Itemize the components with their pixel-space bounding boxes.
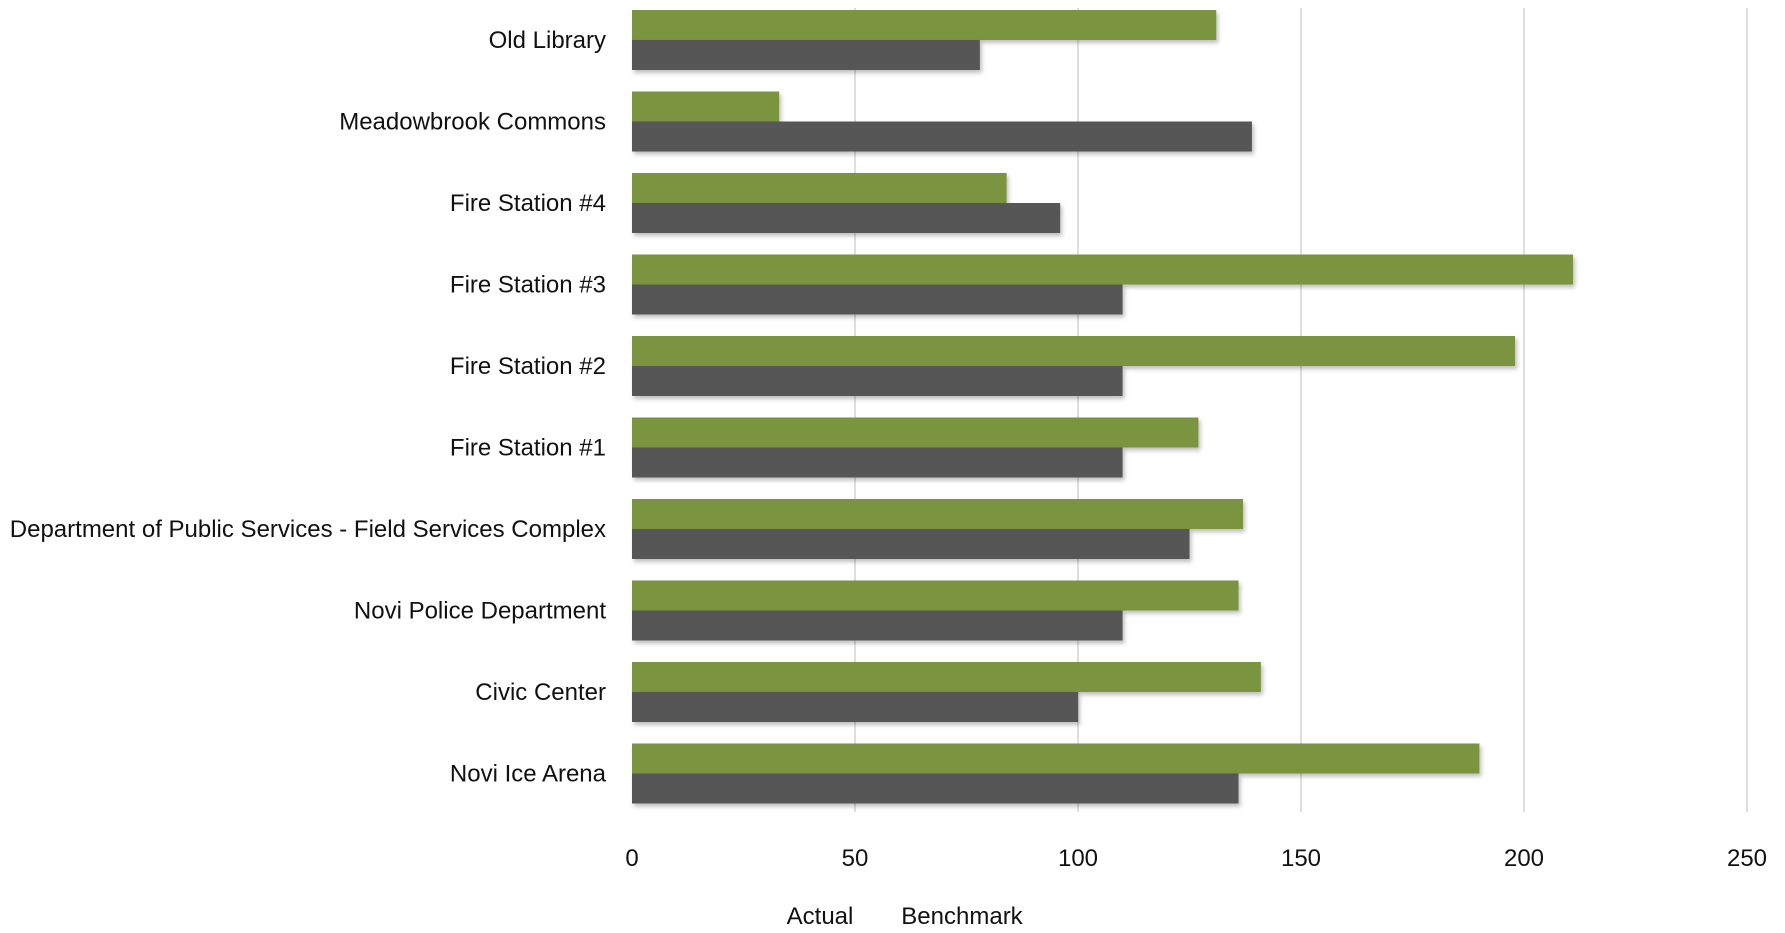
category-label: Novi Ice Arena — [450, 761, 607, 788]
category-label: Fire Station #1 — [450, 435, 606, 462]
bar-benchmark-5 — [632, 447, 1123, 478]
legend-entry-actual: Actual — [787, 903, 854, 930]
x-tick-label: 100 — [1058, 845, 1098, 872]
bar-actual-3 — [632, 254, 1574, 285]
bar-actual-5 — [632, 417, 1199, 448]
bar-benchmark-0 — [632, 40, 980, 70]
bar-actual-8 — [632, 662, 1261, 692]
bar-actual-4 — [632, 336, 1516, 366]
bar-benchmark-3 — [632, 284, 1123, 315]
x-tick-label: 250 — [1727, 845, 1767, 872]
x-tick-label: 0 — [625, 845, 638, 872]
bar-benchmark-8 — [632, 692, 1078, 722]
x-axis-tick-labels: 0 50 100 150 200 250 — [625, 845, 1767, 872]
category-label: Fire Station #4 — [450, 190, 606, 217]
bar-benchmark-7 — [632, 610, 1123, 641]
category-label: Old Library — [489, 27, 606, 54]
bar-benchmark-1 — [632, 121, 1252, 152]
x-tick-label: 200 — [1504, 845, 1544, 872]
bar-benchmark-9 — [632, 773, 1239, 804]
category-label: Meadowbrook Commons — [339, 109, 606, 136]
category-label: Fire Station #3 — [450, 272, 606, 299]
bars — [632, 10, 1574, 804]
legend-entry-benchmark: Benchmark — [901, 903, 1023, 930]
legend: Actual Benchmark — [787, 903, 1024, 930]
x-tick-label: 50 — [842, 845, 869, 872]
bar-actual-9 — [632, 743, 1480, 774]
bar-benchmark-4 — [632, 366, 1123, 396]
bar-actual-7 — [632, 580, 1239, 611]
x-tick-label: 150 — [1281, 845, 1321, 872]
category-label: Civic Center — [475, 679, 606, 706]
category-label: Novi Police Department — [354, 598, 606, 625]
bar-benchmark-2 — [632, 203, 1061, 233]
bar-benchmark-6 — [632, 529, 1190, 559]
category-labels: Old Library Meadowbrook Commons Fire Stati… — [10, 27, 607, 788]
category-label: Fire Station #2 — [450, 353, 606, 380]
category-label: Department of Public Services - Field Se… — [10, 516, 606, 543]
bar-actual-1 — [632, 91, 780, 122]
bar-actual-6 — [632, 499, 1244, 529]
bar-actual-2 — [632, 173, 1007, 203]
bar-actual-0 — [632, 10, 1217, 40]
